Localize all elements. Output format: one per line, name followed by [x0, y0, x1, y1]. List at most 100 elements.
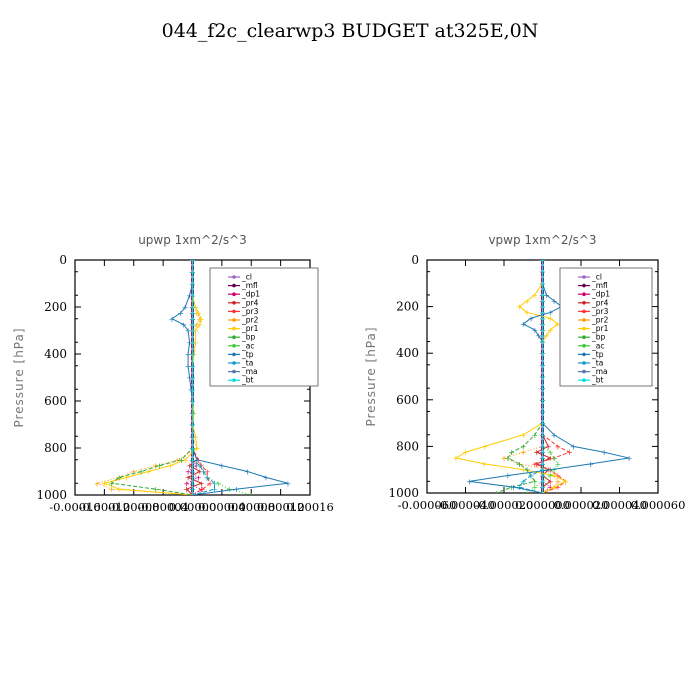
series-marker-tp: + — [263, 473, 270, 482]
series-marker-bp: + — [178, 456, 185, 465]
series-marker-pr1: + — [551, 472, 558, 481]
series-marker-tp: + — [233, 485, 240, 494]
chart-panel-1: upwp 1xm^2/s^3 0 200 400 600 800 1000 Pressure … — [12, 233, 334, 514]
legend-marker — [582, 352, 586, 357]
series-marker-bt: + — [539, 460, 546, 469]
series-marker-pr1: + — [520, 431, 527, 440]
series-marker-bp: + — [516, 460, 523, 469]
legend-label: _dp1 — [241, 290, 260, 299]
legend-marker — [582, 283, 586, 288]
series-marker-pr1: + — [194, 444, 201, 453]
legend-box — [559, 267, 653, 387]
series-marker-pr4: + — [545, 442, 552, 451]
series-marker-pr2: + — [94, 479, 101, 488]
x-tick-label: 0.00012 — [257, 500, 305, 514]
series-marker-bt: + — [189, 473, 196, 482]
series-marker-tp: + — [185, 350, 192, 359]
series-marker-bt: + — [189, 491, 196, 500]
legend-label: _bp — [241, 333, 256, 342]
series-marker-bt: + — [539, 349, 546, 358]
series-marker-pr2: + — [501, 454, 508, 463]
series-marker-bt: + — [539, 256, 546, 265]
series-marker-pr1: + — [555, 320, 562, 329]
series-marker-tp: + — [551, 297, 558, 306]
series-line-pr2 — [95, 260, 201, 495]
legend-label: _bt — [591, 376, 604, 385]
series-marker-bp: + — [116, 473, 123, 482]
series-marker-tp: + — [601, 448, 608, 457]
series-marker-ac: + — [196, 462, 203, 471]
series-marker-bt: + — [539, 407, 546, 416]
legend-label: _ta — [591, 359, 603, 368]
series-marker-pr1: + — [562, 477, 569, 486]
series-marker-pr3: + — [204, 468, 211, 477]
legend-marker — [582, 361, 586, 365]
series-marker-bt: + — [539, 472, 546, 481]
series-marker-tp: + — [587, 460, 594, 469]
series-marker-bp: + — [524, 466, 531, 475]
series-marker-ac: + — [215, 479, 222, 488]
legend-label: _tp — [241, 350, 254, 359]
series-marker-bt: + — [539, 373, 546, 382]
legend-marker — [232, 369, 236, 374]
x-tick-label: -0.000020 — [475, 498, 534, 512]
series-marker-dp1: + — [195, 473, 202, 482]
series-marker-ta: + — [211, 485, 218, 494]
legend-marker — [582, 301, 586, 305]
series-marker-ta: + — [204, 473, 211, 482]
legend-marker — [232, 326, 236, 331]
legend-marker — [232, 275, 236, 279]
series-marker-pr2: + — [516, 460, 523, 469]
series-marker-pr1: + — [547, 326, 554, 335]
series-marker-bp: + — [152, 485, 159, 494]
series-marker-bt: + — [539, 466, 546, 475]
series-marker-ta: + — [196, 462, 203, 471]
y-tick-label: 200 — [44, 300, 67, 314]
series-marker-pr4: + — [533, 460, 540, 469]
series-marker-bt: + — [189, 462, 196, 471]
y-axis-label: Pressure [hPa] — [364, 326, 378, 426]
x-tick-label: 0.000000 — [515, 498, 570, 512]
series-marker-ac: + — [551, 454, 558, 463]
y-tick-label: 0 — [411, 253, 419, 267]
series-marker-ta: + — [211, 479, 218, 488]
series-marker-bt: + — [539, 419, 546, 428]
series-marker-tp: + — [169, 315, 176, 324]
legend-label: _ma — [241, 367, 258, 376]
series-marker-bt: + — [539, 454, 546, 463]
x-tick-label: -0.00016 — [49, 500, 100, 514]
legend-label: _pr3 — [241, 307, 259, 316]
legend-label: _ma — [591, 367, 608, 376]
series-marker-pr4: + — [186, 462, 193, 471]
series-marker-pr1: + — [167, 462, 174, 471]
series-marker-pr3: + — [555, 442, 562, 451]
series-marker-pr2: + — [520, 448, 527, 457]
series-marker-tp: + — [551, 431, 558, 440]
series-marker-ac: + — [547, 448, 554, 457]
series-marker-bt: + — [539, 291, 546, 300]
series-marker-ac: + — [547, 472, 554, 481]
series-marker-bt: + — [189, 268, 196, 277]
series-marker-pr3: + — [531, 460, 538, 469]
x-tick-label: -0.00004 — [137, 500, 188, 514]
legend-marker — [232, 352, 236, 357]
x-tick-label: -0.00012 — [79, 500, 130, 514]
series-marker-tp: + — [520, 320, 527, 329]
series-marker-ac: + — [555, 460, 562, 469]
series-marker-bt: + — [539, 279, 546, 288]
chart-panel-2: vpwp 1xm^2/s^3 0 200 400 600 800 1000 Pressure … — [364, 233, 685, 512]
series-marker-bt: + — [539, 489, 546, 498]
series-marker-pr3: + — [566, 448, 573, 457]
series-marker-dp1: + — [183, 479, 190, 488]
legend-label: _pr3 — [591, 307, 609, 316]
series-marker-pr1: + — [196, 321, 203, 330]
series-marker-pr4: + — [547, 454, 554, 463]
x-tick-label: 0.000040 — [592, 498, 647, 512]
series-marker-pr2: + — [555, 477, 562, 486]
series-marker-tp: + — [244, 468, 251, 477]
series-marker-dp1: + — [198, 485, 205, 494]
series-marker-bt: + — [189, 280, 196, 289]
series-marker-pr1: + — [195, 309, 202, 318]
series-marker-bt: + — [189, 385, 196, 394]
series-marker-bt: + — [189, 444, 196, 453]
